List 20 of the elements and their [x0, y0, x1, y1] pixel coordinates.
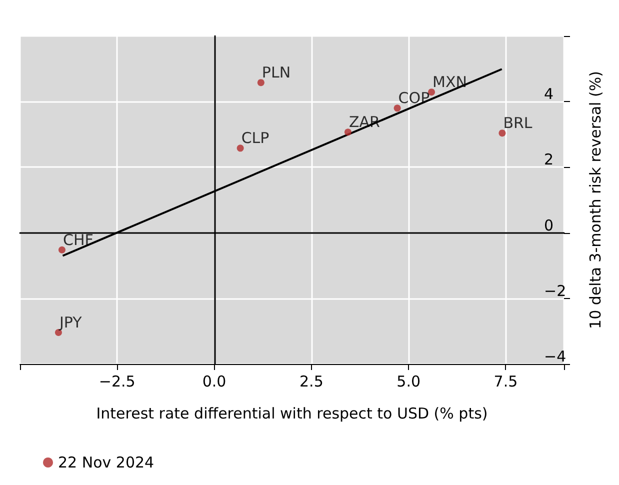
annotation: COP: [398, 89, 430, 108]
x-axis-title: Interest rate differential with respect to USD (% pts): [96, 404, 488, 422]
y-tick-label: 0: [544, 216, 554, 234]
x-tick-label: 0.0: [202, 372, 226, 390]
x-tick-label: 2.5: [300, 372, 324, 390]
y-tick-label: −2: [544, 282, 566, 300]
y-tick-label: 2: [544, 150, 554, 169]
annotation: JPY: [58, 314, 83, 332]
x-tick-label: 7.5: [494, 372, 518, 390]
legend-label: 22 Nov 2024: [58, 454, 154, 472]
annotation: PLN: [262, 64, 291, 82]
y-tick-label: 4: [544, 85, 554, 104]
y-axis-title: 10 delta 3-month risk reversal (%): [586, 71, 604, 329]
x-tick-label: −2.5: [98, 372, 136, 390]
x-tick-label: 5.0: [396, 372, 420, 390]
y-tick-label: −4: [544, 348, 566, 366]
annotation: CHF: [62, 230, 94, 249]
annotation: CLP: [241, 129, 270, 148]
annotation: BRL: [503, 114, 533, 132]
annotation: MXN: [432, 73, 467, 92]
